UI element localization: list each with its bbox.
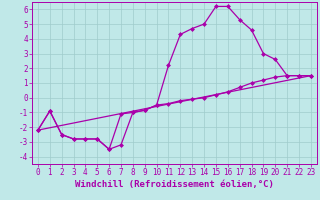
X-axis label: Windchill (Refroidissement éolien,°C): Windchill (Refroidissement éolien,°C) — [75, 180, 274, 189]
